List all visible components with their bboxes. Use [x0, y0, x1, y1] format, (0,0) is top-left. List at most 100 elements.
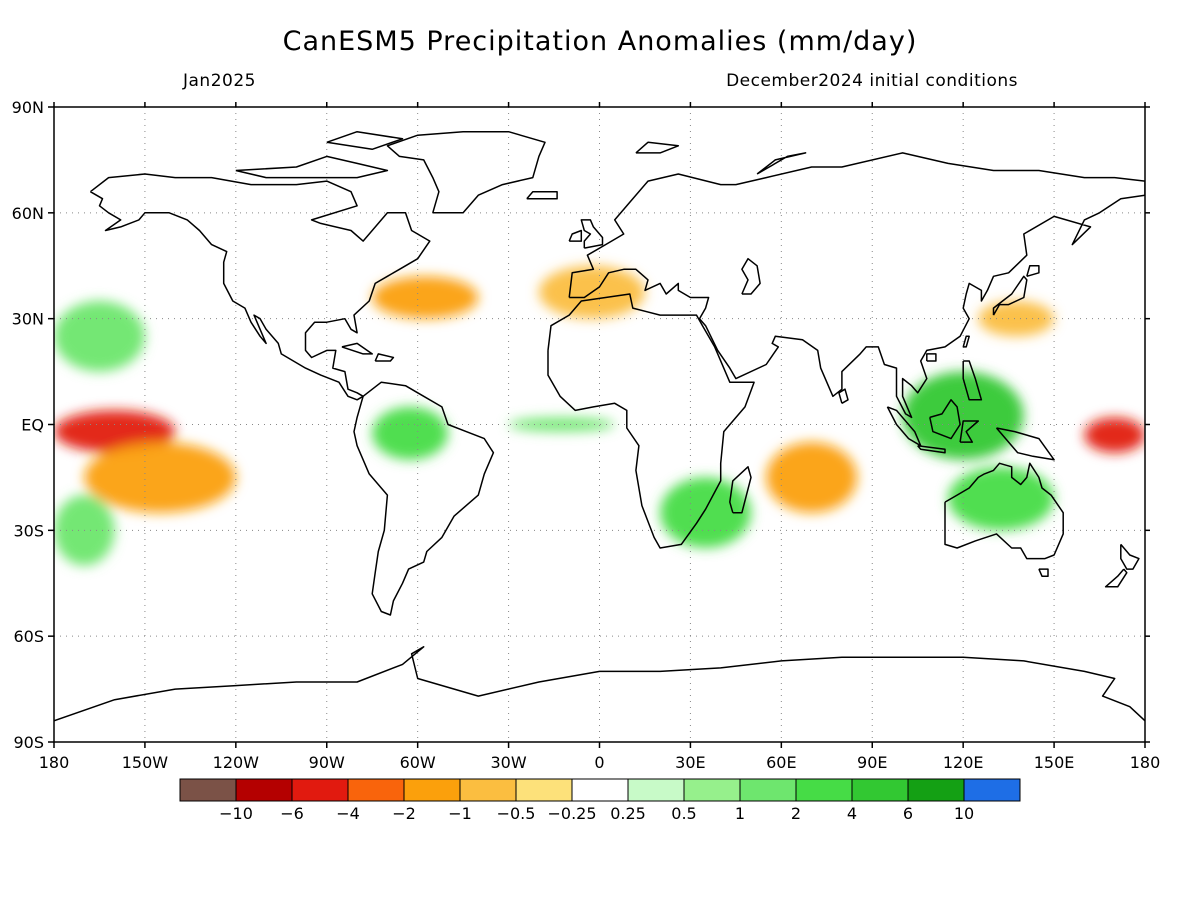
lat-tick-label: 30S [13, 521, 44, 540]
lon-tick-label: 180 [39, 753, 70, 772]
colorbar-label: 10 [954, 804, 974, 823]
lat-tick-label: 90S [13, 733, 44, 752]
lat-tick-label: EQ [21, 416, 44, 435]
coastline-18 [944, 462, 1064, 560]
colorbar-swatch [627, 778, 685, 802]
coastline-0 [89, 173, 431, 401]
colorbar-swatch [179, 778, 237, 802]
colorbar-label: −1 [448, 804, 472, 823]
anomaly-region-8 [372, 406, 448, 460]
anomaly-region-1 [1084, 417, 1145, 453]
lon-tick-label: 60W [400, 753, 436, 772]
coastline-15 [959, 420, 980, 443]
coastline-25 [635, 141, 680, 154]
lon-tick-label: 120E [943, 753, 984, 772]
lon-tick-label: 0 [594, 753, 604, 772]
coastline-10 [992, 275, 1028, 316]
colorbar-label: −0.5 [497, 804, 536, 823]
colorbar-label: 6 [903, 804, 913, 823]
anomaly-region-11 [508, 417, 615, 432]
colorbar-swatch [683, 778, 741, 802]
coastline-5 [568, 152, 1145, 419]
colorbar-label: 0.25 [610, 804, 646, 823]
anomaly-region-4 [372, 276, 479, 319]
coastline-22 [54, 646, 1145, 722]
coastline-30 [962, 335, 970, 348]
colorbar-swatch [403, 778, 461, 802]
lon-tick-label: 120W [213, 753, 260, 772]
colorbar: −10 −6 −4 −2 −1 −0.5 −0.25 0.25 0.5 1 2 4 6 10 [179, 778, 1021, 823]
coastline-17 [995, 427, 1055, 461]
coastline-9 [526, 190, 558, 200]
colorbar-label: −0.25 [547, 804, 596, 823]
colorbar-label: 1 [735, 804, 745, 823]
anomaly-region-12 [978, 301, 1055, 337]
coastline-2 [353, 381, 495, 616]
coastline-29 [838, 388, 849, 404]
lon-tick-label: 90W [309, 753, 345, 772]
anomaly-region-9 [54, 301, 145, 372]
coastline-6 [741, 257, 761, 295]
colorbar-swatch [795, 778, 853, 802]
anomaly-region-2 [84, 442, 236, 513]
colorbar-label: −6 [280, 804, 304, 823]
latitude-ticks: 90N 60N 30N EQ 30S 60S 90S [12, 98, 1150, 752]
longitude-ticks: 180 150W 120W 90W 60W 30W 0 30E 60E 90E 120E 150E 18… [39, 102, 1161, 772]
coastline-4 [729, 466, 752, 514]
colorbar-swatch [515, 778, 573, 802]
coastline-16 [962, 360, 983, 401]
coastline-24 [326, 130, 404, 151]
lon-tick-label: 90E [857, 753, 887, 772]
colorbar-label: 4 [847, 804, 857, 823]
coastline-20 [1120, 543, 1140, 570]
colorbar-swatch [851, 778, 909, 802]
colorbar-swatch [963, 778, 1021, 802]
map-title: CanESM5 Precipitation Anomalies (mm/day) [282, 26, 918, 57]
lat-tick-label: 90N [12, 98, 44, 117]
coastline-28 [374, 353, 395, 362]
colorbar-swatch [459, 778, 517, 802]
colorbar-swatch [907, 778, 965, 802]
coastline-12 [929, 399, 961, 440]
initial-conditions: December2024 initial conditions [726, 71, 1018, 91]
anomaly-field [54, 265, 1145, 566]
coastline-3 [547, 293, 755, 549]
lon-tick-label: 180 [1130, 753, 1161, 772]
lat-tick-label: 60S [13, 627, 44, 646]
colorbar-label: −2 [392, 804, 416, 823]
colorbar-swatch [235, 778, 293, 802]
forecast-month: Jan2025 [183, 71, 256, 91]
colorbar-label: −10 [219, 804, 253, 823]
coastline-27 [341, 342, 373, 355]
coastline-7 [580, 219, 604, 249]
colorbar-swatch [291, 778, 349, 802]
colorbar-swatch [571, 778, 629, 802]
colorbar-label: 0.5 [671, 804, 696, 823]
lon-tick-label: 30W [490, 753, 526, 772]
coastline-19 [1038, 568, 1049, 577]
anomaly-region-3 [766, 442, 858, 513]
colorbar-swatch [347, 778, 405, 802]
lon-tick-label: 150E [1034, 753, 1075, 772]
colorbar-label: −4 [336, 804, 360, 823]
anomaly-region-0 [54, 410, 176, 453]
coastline-23 [235, 155, 389, 179]
lat-tick-label: 30N [12, 310, 44, 329]
coastline-8 [568, 229, 583, 242]
colorbar-label: 2 [791, 804, 801, 823]
lon-tick-label: 150W [122, 753, 169, 772]
colorbar-swatch [739, 778, 797, 802]
coastline-26 [756, 152, 807, 175]
coastline-21 [1104, 568, 1128, 588]
coastline-31 [926, 353, 937, 362]
anomaly-region-5 [902, 371, 1024, 460]
coastline-14 [917, 444, 946, 454]
coastline-11 [1026, 265, 1040, 278]
anomaly-region-7 [660, 477, 752, 548]
lon-tick-label: 60E [766, 753, 796, 772]
lon-tick-label: 30E [675, 753, 705, 772]
coastlines [54, 130, 1145, 722]
coastline-1 [386, 130, 546, 214]
lat-tick-label: 60N [12, 204, 44, 223]
